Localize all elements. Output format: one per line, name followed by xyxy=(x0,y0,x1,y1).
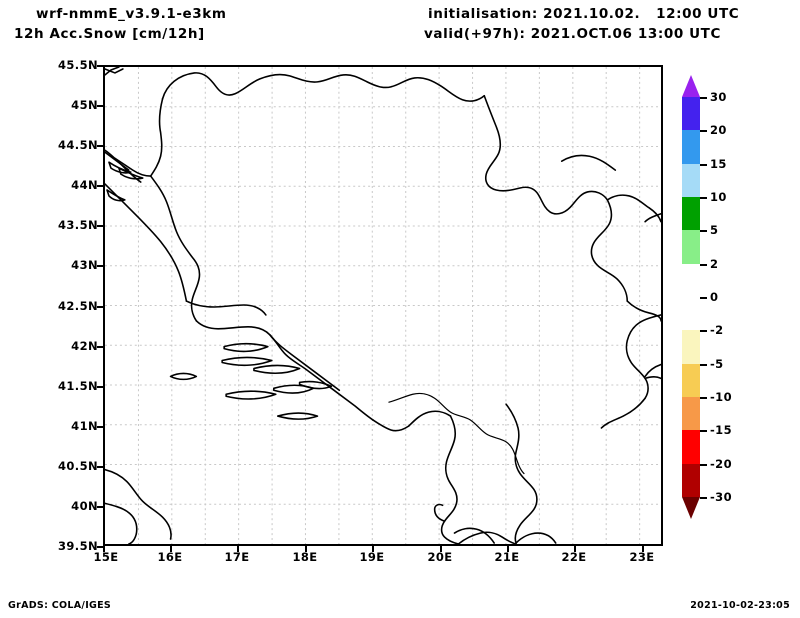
colorbar-label: -20 xyxy=(710,456,732,471)
map-gridlines xyxy=(105,67,661,544)
colorbar-band-5 xyxy=(682,230,700,264)
map-plot-area xyxy=(103,65,663,546)
cap-bottom-shape xyxy=(682,497,700,519)
colorbar-tickmark xyxy=(700,363,707,366)
y-axis-label: 45N xyxy=(71,98,98,112)
field-title: 12h Acc.Snow [cm/12h] xyxy=(14,26,205,42)
model-title: wrf-nmmE_v3.9.1-e3km xyxy=(36,6,227,22)
colorbar-tickmark xyxy=(700,463,707,466)
y-axis-label: 39.5N xyxy=(58,539,98,553)
y-axis-label: 44.5N xyxy=(58,138,98,152)
colorbar-band-m15 xyxy=(682,430,700,464)
x-axis-label: 16E xyxy=(157,550,183,564)
y-tickmark xyxy=(97,225,103,227)
y-axis-label: 43N xyxy=(71,258,98,272)
colorbar-band-30 xyxy=(682,97,700,131)
colorbar-label: -15 xyxy=(710,423,732,438)
y-axis-label: 45.5N xyxy=(58,58,98,72)
x-tickmark xyxy=(642,546,644,552)
colorbar-label: 30 xyxy=(710,90,727,104)
grads-credit: GrADS: COLA/IGES xyxy=(8,600,112,611)
y-axis-label: 41N xyxy=(71,419,98,433)
map-coastlines-borders xyxy=(105,67,661,544)
colorbar-tickmark xyxy=(700,197,707,199)
colorbar-band-m20 xyxy=(682,463,700,498)
map-canvas xyxy=(105,67,661,544)
x-axis-label: 17E xyxy=(224,550,250,564)
colorbar-tickmark xyxy=(700,163,707,166)
y-tickmark xyxy=(97,185,103,187)
y-tickmark xyxy=(97,466,103,468)
initialisation-time: initialisation: 2021.10.02. 12:00 UTC xyxy=(428,6,740,22)
colorbar-band-10 xyxy=(682,197,700,231)
x-tickmark xyxy=(507,546,509,552)
colorbar-label: -30 xyxy=(710,490,732,504)
colorbar-band-m5 xyxy=(682,363,700,398)
colorbar-tickmark xyxy=(700,330,707,333)
x-axis-label: 15E xyxy=(93,550,119,564)
x-tickmark xyxy=(440,546,442,552)
y-axis-label: 43.5N xyxy=(58,218,98,232)
colorbar-band-m2 xyxy=(682,330,700,364)
colorbar-band-m10 xyxy=(682,397,700,431)
y-tickmark xyxy=(97,546,103,548)
colorbar-cap-bottom xyxy=(682,497,700,519)
y-axis-label: 42.5N xyxy=(58,299,98,313)
colorbar-band-0 xyxy=(682,297,700,331)
colorbar-label: -10 xyxy=(710,390,732,404)
x-tickmark xyxy=(372,546,374,552)
colorbar-tickmark xyxy=(700,97,707,99)
colorbar: 30 20 15 10 5 2 0 -2 -5 -10 -15 -20 -30 xyxy=(682,75,732,519)
y-tickmark xyxy=(97,426,103,428)
x-tickmark xyxy=(305,546,307,552)
y-tickmark xyxy=(97,65,103,67)
render-timestamp: 2021-10-02-23:05 xyxy=(690,600,790,611)
x-axis-label: 18E xyxy=(292,550,318,564)
cap-top-shape xyxy=(682,75,700,97)
colorbar-tickmark xyxy=(700,130,707,133)
colorbar-tickmark xyxy=(700,397,707,399)
x-axis-label: 22E xyxy=(561,550,587,564)
y-axis-label: 44N xyxy=(71,178,98,192)
y-tickmark xyxy=(97,346,103,348)
y-tickmark xyxy=(97,386,103,388)
y-tickmark xyxy=(97,105,103,107)
y-tickmark xyxy=(97,306,103,308)
x-tickmark xyxy=(237,546,239,552)
y-tickmark xyxy=(97,145,103,147)
colorbar-label: 5 xyxy=(710,223,719,238)
x-axis-label: 23E xyxy=(629,550,655,564)
valid-time: valid(+97h): 2021.OCT.06 13:00 UTC xyxy=(424,26,721,42)
colorbar-tickmark xyxy=(700,230,707,233)
colorbar-label: -5 xyxy=(710,356,724,371)
colorbar-tickmark xyxy=(700,430,707,433)
colorbar-band-2 xyxy=(682,263,700,298)
colorbar-tickmark xyxy=(700,497,707,499)
colorbar-label: 10 xyxy=(710,190,727,204)
x-tickmark xyxy=(170,546,172,552)
x-axis-label: 20E xyxy=(427,550,453,564)
colorbar-tickmark xyxy=(700,263,707,266)
y-axis-label: 41.5N xyxy=(58,379,98,393)
colorbar-tickmark xyxy=(700,297,707,299)
colorbar-band-20 xyxy=(682,130,700,164)
x-axis-label: 21E xyxy=(494,550,520,564)
colorbar-cap-top xyxy=(682,75,700,97)
y-axis-label: 40.5N xyxy=(58,459,98,473)
x-tickmark xyxy=(103,546,105,552)
y-tickmark xyxy=(97,506,103,508)
y-axis-label: 40N xyxy=(71,499,98,513)
x-axis-label: 19E xyxy=(359,550,385,564)
colorbar-label: 15 xyxy=(710,156,727,171)
colorbar-label: 20 xyxy=(710,123,727,138)
y-tickmark xyxy=(97,265,103,267)
y-axis-label: 42N xyxy=(71,339,98,353)
colorbar-label: 2 xyxy=(710,256,719,271)
colorbar-label: 0 xyxy=(710,290,719,304)
colorbar-band-15 xyxy=(682,163,700,198)
colorbar-label: -2 xyxy=(710,323,724,338)
x-tickmark xyxy=(574,546,576,552)
